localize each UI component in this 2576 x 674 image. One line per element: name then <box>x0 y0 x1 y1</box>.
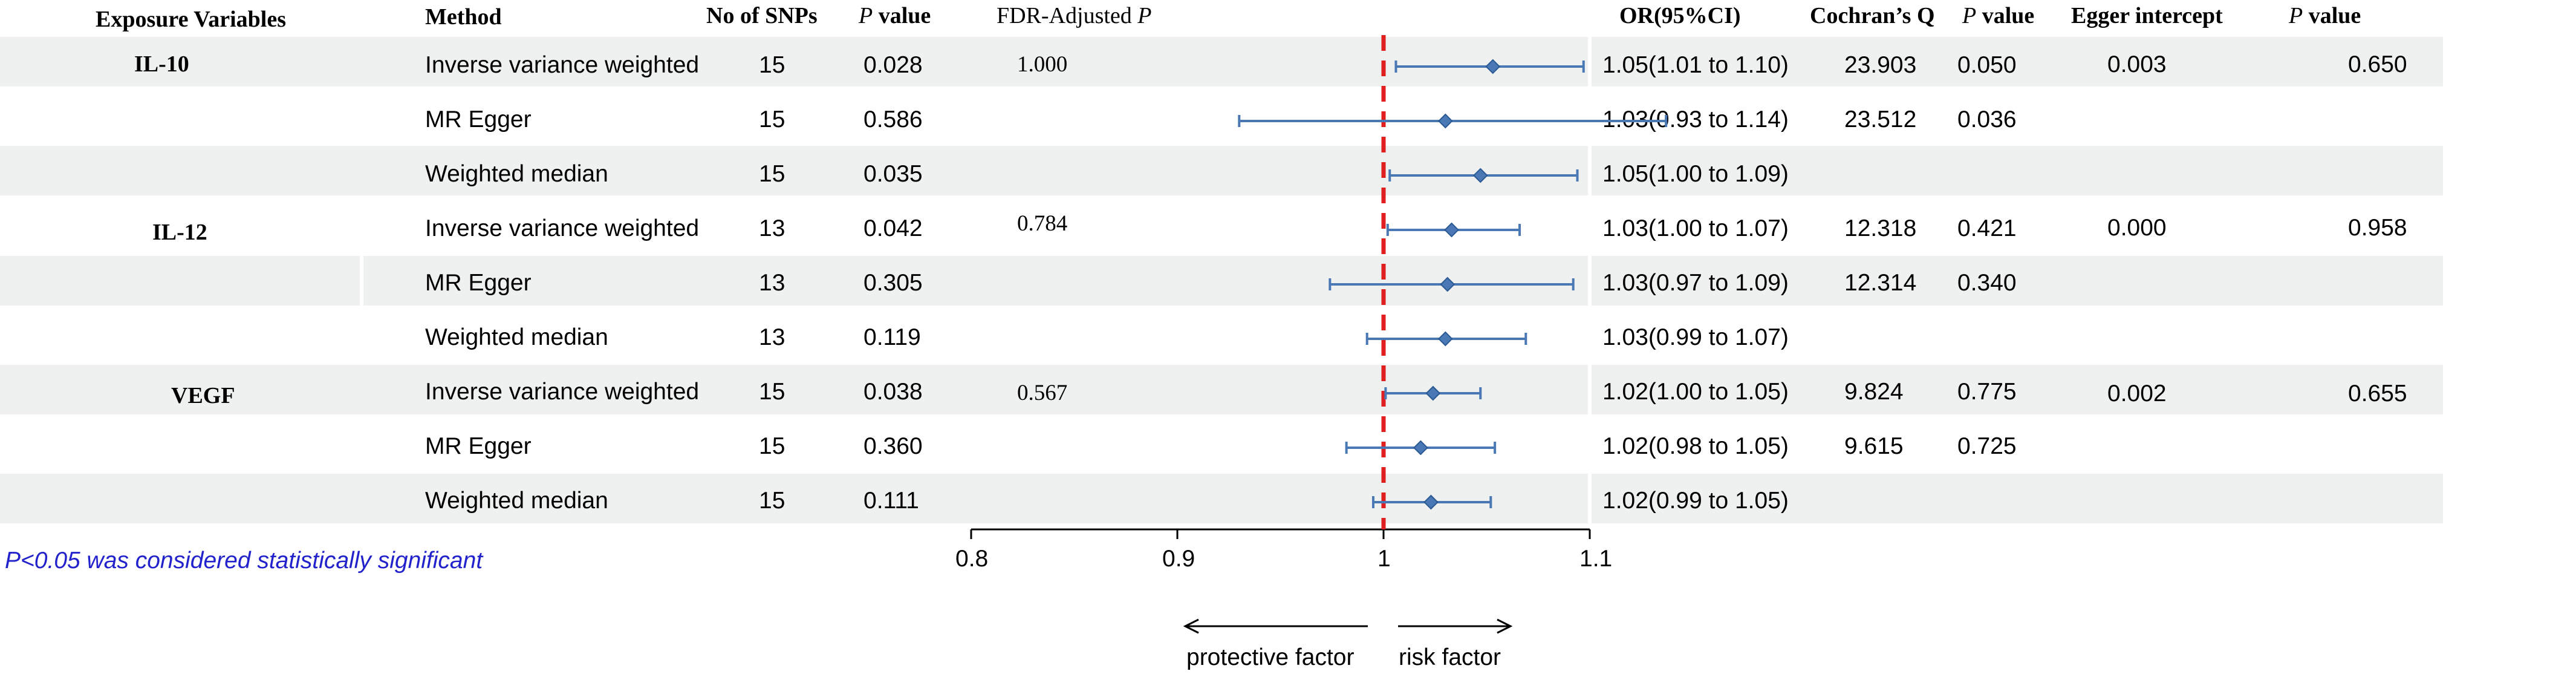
risk-arrow-head <box>1497 618 1513 634</box>
p-value: 0.111 <box>864 488 919 514</box>
point-estimate-marker <box>1437 113 1453 129</box>
point-estimate-marker <box>1444 222 1459 238</box>
or-ci-value: 1.02(0.99 to 1.05) <box>1602 488 1789 514</box>
header-fdr: FDR-Adjusted P <box>997 3 1152 28</box>
cochran-q-value: 12.318 <box>1844 215 1917 241</box>
point-estimate-marker <box>1425 385 1441 401</box>
or-ci-value: 1.03(0.97 to 1.09) <box>1602 270 1789 296</box>
or-ci-value: 1.03(1.00 to 1.07) <box>1602 215 1789 241</box>
egger-p-value: 0.958 <box>2348 215 2407 241</box>
header-exposure: Exposure Variables <box>96 7 286 32</box>
or-ci-value: 1.05(1.00 to 1.09) <box>1602 161 1789 187</box>
row-band <box>0 146 2443 195</box>
p-value: 0.035 <box>864 161 923 187</box>
method-label: MR Egger <box>425 270 532 296</box>
snps-value: 13 <box>759 215 785 241</box>
header-or: OR(95%CI) <box>1619 3 1741 28</box>
cochran-p-value: 0.340 <box>1957 270 2017 296</box>
egger-p-value: 0.650 <box>2348 51 2407 77</box>
x-tick-label: 0.9 <box>1162 546 1195 572</box>
method-label: Inverse variance weighted <box>425 379 700 405</box>
method-label: Weighted median <box>425 324 608 350</box>
point-estimate-marker <box>1485 59 1501 74</box>
risk-factor-label: risk factor <box>1399 644 1501 670</box>
point-estimate-marker <box>1440 276 1456 292</box>
method-label: Weighted median <box>425 161 608 187</box>
point-estimate-marker <box>1472 168 1488 183</box>
cochran-q-value: 23.512 <box>1844 106 1917 133</box>
snps-value: 15 <box>759 52 785 78</box>
point-estimate-marker <box>1437 331 1453 347</box>
p-value: 0.119 <box>864 324 921 350</box>
or-ci-value: 1.02(0.98 to 1.05) <box>1602 433 1789 459</box>
snps-value: 15 <box>759 433 785 459</box>
p-value: 0.305 <box>864 270 923 296</box>
group-label-il12: IL-12 <box>152 220 207 245</box>
protective-factor-label: protective factor <box>1186 644 1355 670</box>
p-value: 0.360 <box>864 433 923 459</box>
cochran-p-value: 0.775 <box>1957 379 2017 405</box>
header-method: Method <box>425 4 502 30</box>
header-egger-p: P value <box>2289 3 2361 28</box>
method-label: Inverse variance weighted <box>425 215 700 241</box>
header-snps: No of SNPs <box>706 3 818 28</box>
egger-intercept: 0.002 <box>2107 381 2167 407</box>
p-value: 0.028 <box>864 52 923 78</box>
row-band <box>0 365 2443 414</box>
row-band <box>0 474 2443 523</box>
header-p-value: P value <box>859 3 931 28</box>
cochran-p-value: 0.050 <box>1957 52 2017 78</box>
cochran-q-value: 9.615 <box>1844 433 1904 459</box>
or-ci-value: 1.03(0.93 to 1.14) <box>1602 106 1789 133</box>
row-band <box>0 256 2443 306</box>
method-label: MR Egger <box>425 433 532 459</box>
cochran-q-value: 23.903 <box>1844 52 1917 78</box>
x-tick-label: 1 <box>1377 546 1391 572</box>
snps-value: 15 <box>759 106 785 133</box>
p-value: 0.042 <box>864 215 923 241</box>
egger-intercept: 0.003 <box>2107 51 2167 77</box>
or-ci-value: 1.03(0.99 to 1.07) <box>1602 324 1789 350</box>
method-label: Weighted median <box>425 488 608 514</box>
method-label: MR Egger <box>425 106 532 133</box>
row-band <box>0 37 2443 87</box>
significance-note: P<0.05 was considered statistically sign… <box>5 548 483 574</box>
x-tick-label: 0.8 <box>955 546 989 572</box>
protective-arrow-head <box>1183 618 1199 634</box>
or-ci-value: 1.02(1.00 to 1.05) <box>1602 379 1789 405</box>
fdr-value: 0.784 <box>1017 211 1068 236</box>
snps-value: 15 <box>759 379 785 405</box>
snps-value: 15 <box>759 161 785 187</box>
cochran-p-value: 0.725 <box>1957 433 2017 459</box>
fdr-value: 1.000 <box>1017 52 1068 77</box>
p-value: 0.038 <box>864 379 923 405</box>
group-label-vegf: VEGF <box>171 383 235 408</box>
cochran-q-value: 12.314 <box>1844 270 1917 296</box>
cochran-p-value: 0.421 <box>1957 215 2017 241</box>
snps-value: 13 <box>759 270 785 296</box>
cochran-q-value: 9.824 <box>1844 379 1904 405</box>
method-label: Inverse variance weighted <box>425 52 700 78</box>
snps-value: 15 <box>759 488 785 514</box>
x-tick-label: 1.1 <box>1579 546 1613 572</box>
header-q-p-value: P value <box>1962 3 2035 28</box>
point-estimate-marker <box>1423 494 1439 510</box>
cochran-p-value: 0.036 <box>1957 106 2017 133</box>
p-value: 0.586 <box>864 106 923 133</box>
or-ci-value: 1.05(1.01 to 1.10) <box>1602 52 1789 78</box>
egger-intercept: 0.000 <box>2107 215 2167 241</box>
header-cochran: Cochran’s Q <box>1810 3 1935 28</box>
header-egger: Egger intercept <box>2071 3 2223 28</box>
egger-p-value: 0.655 <box>2348 381 2407 407</box>
snps-value: 13 <box>759 324 785 350</box>
point-estimate-marker <box>1413 440 1428 456</box>
fdr-value: 0.567 <box>1017 381 1068 405</box>
group-label-il10: IL-10 <box>134 51 189 77</box>
